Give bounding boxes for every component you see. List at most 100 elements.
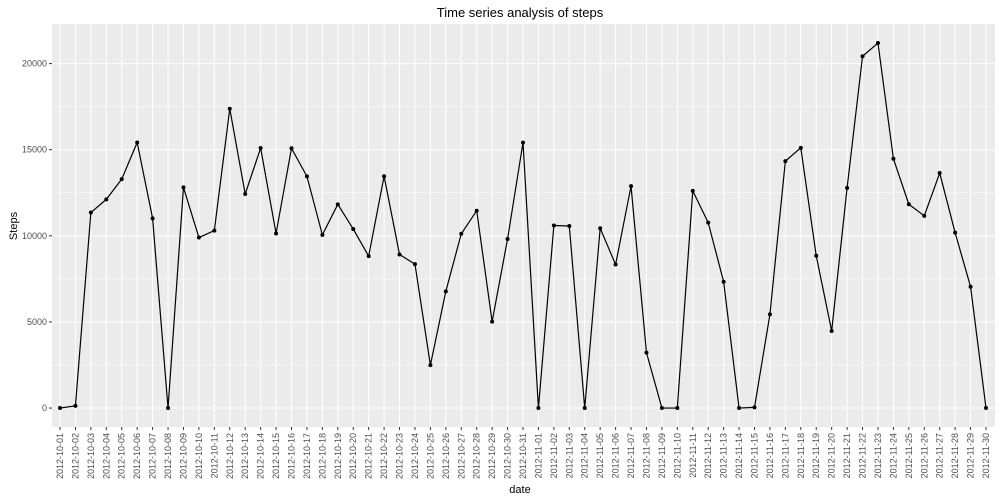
data-point	[521, 140, 525, 145]
data-point	[397, 252, 402, 257]
data-point	[58, 406, 62, 411]
data-point	[227, 106, 232, 111]
data-point	[490, 319, 495, 324]
data-point	[706, 220, 711, 225]
y-tick-label: 15000	[22, 145, 47, 155]
data-point	[412, 262, 417, 267]
x-tick-label: 2012-10-29	[487, 433, 497, 479]
x-tick-label: 2012-11-06	[611, 433, 621, 478]
data-point	[875, 41, 880, 46]
data-point	[73, 403, 78, 408]
x-tick-label: 2012-11-22	[858, 433, 868, 478]
data-point	[243, 192, 248, 197]
x-tick-label: 2012-10-13	[240, 433, 250, 479]
data-points	[58, 41, 988, 411]
data-point	[922, 213, 927, 218]
data-point	[629, 184, 634, 189]
x-tick-label: 2012-11-09	[657, 433, 667, 478]
x-tick-label: 2012-10-09	[178, 433, 188, 479]
data-point	[752, 405, 757, 410]
data-point	[459, 231, 464, 236]
data-point	[721, 279, 726, 284]
data-point	[351, 227, 356, 232]
x-tick-label: 2012-11-20	[827, 433, 837, 478]
x-tick-label: 2012-11-28	[950, 433, 960, 478]
data-point	[258, 146, 263, 151]
x-tick-label: 2012-10-17	[302, 433, 312, 479]
x-tick-label: 2012-11-29	[966, 433, 976, 478]
y-axis-title: Steps	[8, 211, 20, 240]
x-tick-label: 2012-10-26	[441, 433, 451, 479]
x-tick-label: 2012-11-21	[842, 433, 852, 478]
data-point	[536, 406, 541, 411]
data-point	[428, 363, 433, 368]
x-tick-label: 2012-10-05	[117, 433, 127, 479]
x-axis-title: date	[509, 484, 530, 496]
data-point	[891, 156, 896, 161]
data-point	[829, 329, 834, 334]
x-tick-label: 2012-11-26	[919, 433, 929, 478]
x-tick-label: 2012-10-01	[55, 433, 65, 479]
x-tick-label: 2012-10-30	[503, 433, 513, 479]
x-tick-label: 2012-10-24	[410, 433, 420, 479]
x-tick-label: 2012-11-17	[780, 433, 790, 478]
data-point	[798, 145, 803, 150]
x-tick-label: 2012-10-31	[518, 433, 528, 479]
data-point	[304, 174, 309, 179]
x-tick-label: 2012-11-25	[904, 433, 914, 478]
x-tick-label: 2012-10-14	[256, 433, 266, 479]
x-tick-label: 2012-10-12	[225, 433, 235, 479]
data-point	[320, 232, 325, 237]
data-point	[505, 236, 510, 241]
x-tick-label: 2012-10-19	[333, 433, 343, 479]
data-point	[860, 54, 865, 59]
chart-title: Time series analysis of steps	[437, 5, 604, 20]
data-point	[196, 235, 201, 240]
data-point	[953, 230, 958, 235]
data-point	[212, 228, 217, 233]
x-tick-label: 2012-11-02	[549, 433, 559, 478]
data-point	[845, 185, 850, 190]
data-point	[613, 262, 618, 267]
data-point	[474, 208, 479, 213]
data-point	[783, 159, 788, 164]
data-point	[135, 140, 140, 145]
x-tick-label: 2012-11-24	[888, 433, 898, 478]
data-point	[937, 171, 942, 176]
data-point	[551, 223, 556, 228]
data-point	[767, 312, 772, 317]
x-tick-label: 2012-10-27	[456, 433, 466, 479]
x-tick-label: 2012-11-30	[981, 433, 991, 478]
x-tick-label: 2012-10-06	[132, 433, 142, 479]
x-tick-label: 2012-11-05	[595, 433, 605, 478]
y-tick-label: 5000	[27, 317, 47, 327]
x-tick-label: 2012-10-10	[194, 433, 204, 479]
y-tick-label: 0	[42, 403, 47, 413]
x-tick-label: 2012-10-20	[348, 433, 358, 479]
data-point	[88, 210, 93, 215]
x-tick-label: 2012-11-08	[641, 433, 651, 478]
x-tick-label: 2012-11-01	[533, 433, 543, 478]
data-point	[289, 146, 294, 151]
x-tick-label: 2012-10-04	[101, 433, 111, 479]
data-point	[737, 406, 742, 411]
data-point	[181, 185, 186, 190]
x-tick-label: 2012-10-08	[163, 433, 173, 479]
x-tick-label: 2012-11-11	[688, 433, 698, 478]
x-tick-label: 2012-11-03	[564, 433, 574, 478]
x-tick-label: 2012-10-25	[425, 433, 435, 479]
data-point	[814, 253, 819, 258]
data-point	[598, 226, 603, 231]
y-tick-label: 10000	[22, 231, 47, 241]
data-point	[659, 406, 664, 411]
data-point	[366, 254, 371, 259]
x-tick-label: 2012-10-02	[70, 433, 80, 479]
data-point	[119, 177, 124, 182]
x-tick-label: 2012-11-12	[703, 433, 713, 478]
x-tick-label: 2012-11-27	[935, 433, 945, 478]
x-tick-label: 2012-11-23	[873, 433, 883, 478]
x-tick-label: 2012-11-07	[626, 433, 636, 478]
data-point	[906, 202, 911, 207]
data-point	[104, 197, 109, 202]
